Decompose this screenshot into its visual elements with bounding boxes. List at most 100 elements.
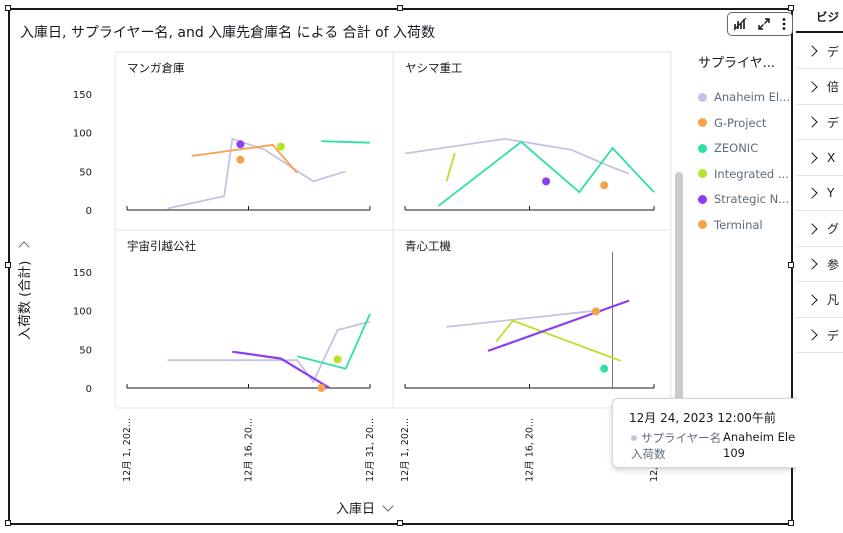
series-line	[495, 319, 622, 362]
legend-label: Strategic N...	[714, 192, 790, 206]
y-tick-label: 100	[73, 307, 92, 318]
properties-section-row[interactable]: X	[796, 141, 843, 176]
resize-handle-bottom-left[interactable]	[5, 520, 11, 526]
facet-title: 青心工機	[405, 239, 451, 253]
properties-section-row[interactable]: 参	[796, 247, 843, 282]
properties-panel-header: ビジ	[816, 10, 839, 24]
tooltip-value-quantity: 109	[723, 446, 745, 460]
series-line	[404, 137, 630, 175]
series-line	[321, 140, 371, 144]
chevron-right-icon	[806, 329, 818, 341]
series-line	[167, 320, 371, 384]
series-line	[296, 313, 371, 370]
resize-handle-bottom[interactable]	[397, 520, 403, 526]
legend-swatch	[698, 220, 707, 229]
properties-section-label: X	[827, 150, 836, 165]
y-tick-label: 0	[86, 384, 92, 395]
legend-title: サプライヤ...	[698, 56, 776, 71]
legend-label: Integrated ...	[714, 166, 789, 181]
data-point	[591, 307, 600, 316]
properties-section-row[interactable]: デ	[796, 105, 843, 140]
properties-section-label: Y	[827, 186, 835, 200]
chevron-right-icon	[806, 151, 818, 164]
expand-icon[interactable]	[757, 17, 771, 31]
legend-item[interactable]: Anaheim El...	[698, 90, 790, 104]
chevron-right-icon	[806, 293, 818, 306]
legend-item[interactable]: Terminal	[698, 218, 763, 232]
panel-header-underline	[796, 31, 843, 33]
facet-title: 宇宙引越公社	[127, 239, 196, 253]
facet-title: ヤシマ重工	[405, 61, 463, 75]
y-tick-label: 0	[86, 206, 92, 217]
facet-title: マンガ倉庫	[127, 61, 185, 75]
data-point	[276, 142, 285, 151]
data-point	[236, 140, 245, 149]
data-point	[600, 364, 609, 373]
data-point	[600, 181, 609, 190]
data-point	[333, 355, 342, 364]
legend-label: ZEONIC	[714, 141, 759, 155]
properties-section-label: デ	[827, 115, 840, 130]
chart-insight-icon[interactable]	[733, 17, 747, 31]
tooltip-key-quantity: 入荷数	[631, 447, 666, 461]
properties-section-row[interactable]: 倍	[796, 70, 843, 105]
legend-item[interactable]: G-Project	[698, 116, 766, 130]
legend-label: Terminal	[714, 217, 763, 232]
y-tick-label: 150	[73, 268, 92, 279]
x-tick-label: 12月 16, 20...	[525, 418, 536, 482]
properties-section-label: グ	[827, 222, 840, 236]
legend-swatch	[698, 194, 707, 204]
legend-label: Anaheim El...	[714, 90, 791, 104]
properties-section-row[interactable]: グ	[796, 212, 843, 247]
properties-section-row[interactable]: デ	[796, 34, 843, 69]
legend-label: G-Project	[714, 115, 767, 130]
scrollbar-thumb[interactable]	[675, 172, 683, 412]
y-tick-label: 150	[73, 90, 92, 101]
series-line	[445, 152, 456, 182]
legend-item[interactable]: Strategic N...	[698, 192, 789, 206]
properties-section-label: デ	[827, 328, 840, 343]
data-point	[317, 384, 326, 392]
properties-section-row[interactable]: Y	[796, 176, 843, 211]
tooltip-key-supplier: サプライヤー名	[631, 430, 721, 446]
properties-section-row[interactable]: 凡	[796, 283, 843, 318]
more-options-icon[interactable]	[781, 17, 787, 31]
series-line	[446, 309, 596, 328]
y-axis-label[interactable]: 入荷数 (合計)	[14, 241, 33, 340]
resize-handle-top[interactable]	[397, 5, 403, 11]
chevron-right-icon	[806, 258, 818, 270]
x-tick-label: 12月 31, 20...	[365, 418, 376, 482]
visual-title: 入庫日, サプライヤー名, and 入庫先倉庫名 による 合計 of 入荷数	[20, 25, 436, 41]
legend-item[interactable]: ZEONIC	[698, 141, 758, 155]
tooltip-date: 12月 24, 2023 12:00午前	[629, 411, 776, 425]
legend-swatch	[698, 143, 707, 153]
chevron-right-icon	[806, 45, 818, 57]
y-tick-label: 50	[79, 167, 92, 178]
series-line	[437, 140, 655, 207]
properties-section-label: デ	[827, 44, 840, 59]
data-point	[542, 177, 551, 186]
resize-handle-left[interactable]	[5, 262, 11, 268]
y-tick-label: 100	[73, 129, 92, 140]
x-tick-label: 12月 16, 20...	[244, 418, 255, 482]
chevron-right-icon	[806, 80, 818, 93]
resize-handle-top-right[interactable]	[788, 5, 794, 11]
series-line	[167, 137, 346, 210]
chart-visual[interactable]: 入庫日, サプライヤー名, and 入庫先倉庫名 による 合計 of 入荷数 マ…	[5, 5, 794, 526]
series-line	[191, 144, 298, 174]
legend-swatch	[698, 169, 707, 178]
properties-section-row[interactable]: デ	[796, 318, 843, 353]
resize-handle-bottom-right[interactable]	[788, 520, 794, 526]
legend-swatch	[698, 92, 707, 102]
chevron-right-icon	[806, 187, 818, 199]
x-tick-label: 12月 1, 202...	[400, 418, 411, 482]
properties-section-label: 参	[827, 257, 840, 272]
resize-handle-right[interactable]	[788, 262, 794, 268]
properties-section-label: 凡	[827, 293, 840, 307]
x-tick-label: 12月 1, 202...	[122, 418, 133, 482]
resize-handle-top-left[interactable]	[5, 5, 11, 11]
chevron-right-icon	[806, 116, 818, 128]
x-axis-label[interactable]: 入庫日	[336, 498, 394, 517]
legend-item[interactable]: Integrated ...	[698, 167, 789, 181]
